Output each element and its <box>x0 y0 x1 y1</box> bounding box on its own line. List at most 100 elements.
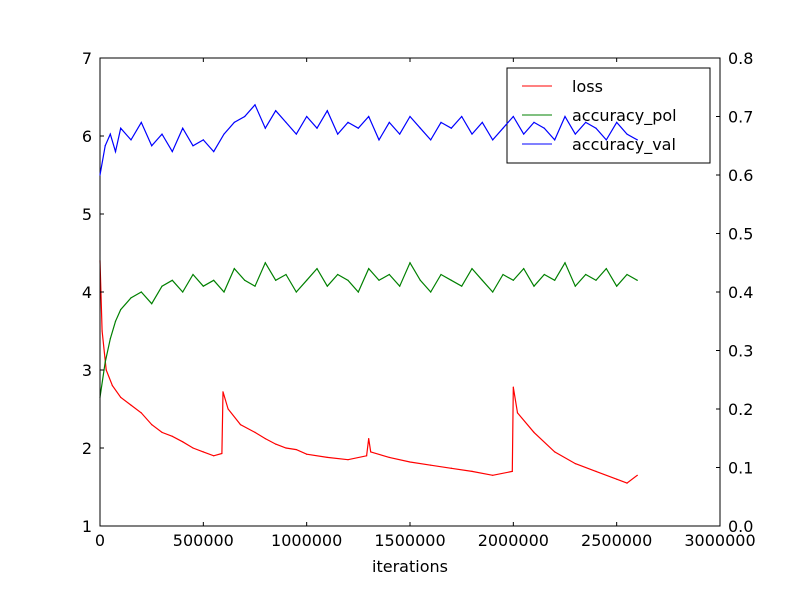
data-point-accuracy_pol <box>114 320 117 322</box>
y-right-tick-label: 0.4 <box>728 283 753 302</box>
data-point-loss <box>120 396 122 398</box>
data-point-accuracy_pol <box>595 279 597 281</box>
data-point-accuracy_val <box>140 121 142 123</box>
data-point-accuracy_pol <box>626 273 628 276</box>
data-point-loss <box>105 369 107 371</box>
data-point-accuracy_val <box>130 139 132 141</box>
data-point-accuracy_val <box>543 127 545 129</box>
x-tick-label: 2000000 <box>478 531 549 550</box>
data-point-accuracy_pol <box>533 285 535 287</box>
data-point-accuracy_pol <box>492 291 494 293</box>
data-point-accuracy_pol <box>306 279 308 281</box>
data-point-loss <box>554 451 556 453</box>
data-point-accuracy_pol <box>378 279 380 281</box>
data-point-accuracy_val <box>378 139 380 141</box>
data-point-accuracy_val <box>471 133 473 135</box>
data-point-accuracy_val <box>492 139 494 141</box>
data-point-loss <box>171 435 173 437</box>
data-point-loss <box>574 463 576 465</box>
data-point-loss <box>616 478 618 480</box>
data-point-loss <box>326 456 328 458</box>
data-point-accuracy_val <box>337 133 339 135</box>
data-point-accuracy_val <box>626 133 628 135</box>
data-point-loss <box>306 453 308 455</box>
data-point-loss <box>347 459 349 461</box>
data-point-accuracy_pol <box>616 285 618 287</box>
data-point-accuracy_val <box>120 127 122 129</box>
data-point-loss <box>595 470 597 472</box>
data-point-accuracy_pol <box>275 279 277 281</box>
legend-label-accuracy_val: accuracy_val <box>572 135 676 155</box>
data-point-loss <box>512 386 514 388</box>
x-axis-label: iterations <box>372 557 448 576</box>
data-point-loss <box>275 443 277 445</box>
data-point-accuracy_pol <box>543 273 545 276</box>
data-point-accuracy_pol <box>368 268 370 270</box>
data-point-loss <box>366 455 368 457</box>
data-point-loss <box>161 431 163 433</box>
data-point-accuracy_pol <box>104 361 106 363</box>
data-point-loss <box>264 438 266 440</box>
data-point-loss <box>140 412 142 414</box>
y-right-tick-label: 0.0 <box>728 517 753 536</box>
x-tick-label: 0 <box>95 531 105 550</box>
data-point-accuracy_pol <box>502 273 504 276</box>
y-left-tick-label: 2 <box>82 439 92 458</box>
series-line-accuracy_pol <box>99 261 638 398</box>
data-point-accuracy_val <box>502 127 504 129</box>
data-point-accuracy_pol <box>450 279 452 281</box>
data-point-accuracy_val <box>419 127 421 129</box>
data-point-accuracy_val <box>399 133 401 135</box>
data-point-loss <box>192 447 194 449</box>
y-left-tick-label: 4 <box>82 283 92 302</box>
data-point-loss <box>430 464 432 466</box>
data-point-accuracy_pol <box>140 291 142 293</box>
data-point-accuracy_val <box>109 133 111 135</box>
data-point-accuracy_pol <box>120 308 122 311</box>
data-point-loss <box>182 441 184 443</box>
data-point-loss <box>370 451 372 453</box>
data-point-accuracy_val <box>161 133 163 135</box>
data-point-accuracy_pol <box>192 273 194 276</box>
data-point-accuracy_val <box>104 145 106 147</box>
y-left-tick-label: 3 <box>82 361 92 380</box>
data-point-accuracy_val <box>512 115 514 118</box>
data-point-accuracy_pol <box>347 279 349 281</box>
y-right-tick-label: 0.1 <box>728 459 753 478</box>
data-point-loss <box>239 424 242 426</box>
data-point-accuracy_pol <box>399 285 401 287</box>
data-point-accuracy_pol <box>409 262 411 264</box>
legend-label-accuracy_pol: accuracy_pol <box>572 106 677 126</box>
data-point-accuracy_val <box>585 121 587 123</box>
data-point-accuracy_pol <box>223 291 225 293</box>
data-point-loss <box>516 412 519 414</box>
data-point-accuracy_val <box>326 110 328 112</box>
data-point-accuracy_val <box>533 121 535 123</box>
data-point-accuracy_val <box>409 115 411 118</box>
y-left-tick-label: 5 <box>82 205 92 224</box>
data-point-accuracy_pol <box>171 279 173 281</box>
x-tick-label: 2500000 <box>581 531 652 550</box>
y-right-tick-label: 0.2 <box>728 400 753 419</box>
data-point-accuracy_pol <box>523 268 525 270</box>
data-point-loss <box>511 470 513 472</box>
data-point-accuracy_val <box>461 115 463 118</box>
data-point-accuracy_pol <box>202 285 204 287</box>
data-point-accuracy_pol <box>285 273 287 276</box>
data-point-accuracy_val <box>347 121 349 123</box>
data-point-accuracy_val <box>275 110 277 112</box>
x-tick-label: 500000 <box>173 531 234 550</box>
data-point-accuracy_val <box>357 127 359 129</box>
data-point-accuracy_val <box>151 145 153 147</box>
data-point-accuracy_pol <box>264 262 266 264</box>
data-point-accuracy_val <box>564 115 566 118</box>
data-point-loss <box>636 474 638 476</box>
y-left-tick-label: 7 <box>82 49 92 68</box>
data-point-accuracy_val <box>574 133 576 135</box>
data-point-accuracy_val <box>450 127 452 129</box>
data-point-accuracy_val <box>523 133 525 135</box>
data-point-accuracy_val <box>481 121 483 123</box>
data-point-loss <box>213 455 215 457</box>
data-point-accuracy_pol <box>161 285 163 287</box>
data-point-accuracy_val <box>368 115 370 118</box>
